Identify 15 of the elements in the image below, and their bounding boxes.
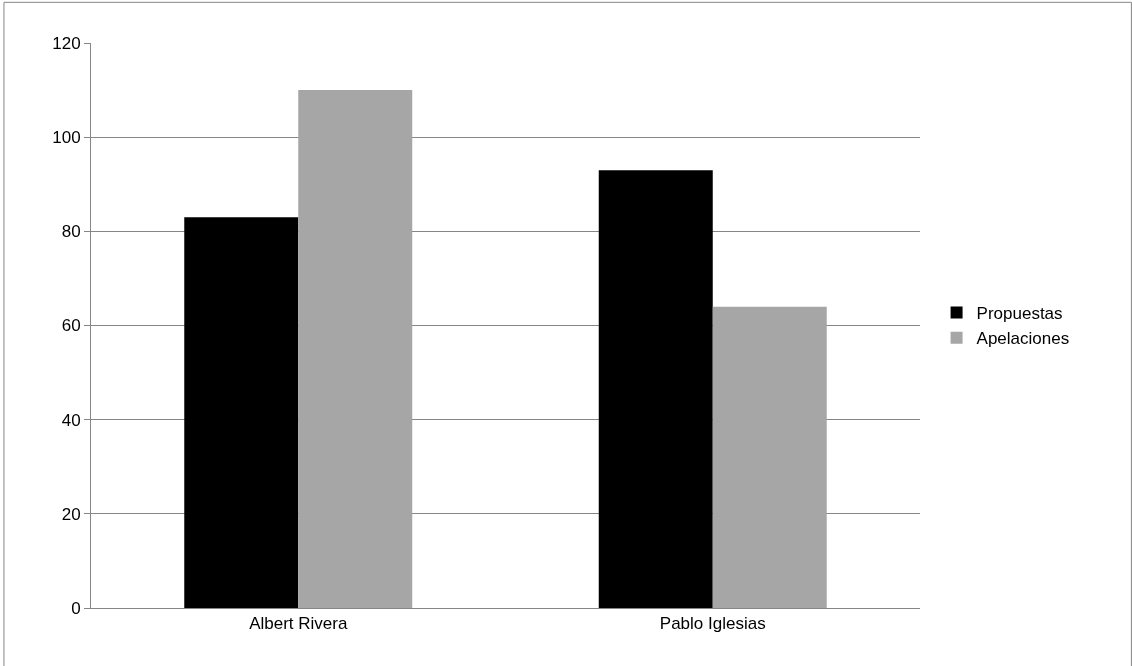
y-tick-label: 80 <box>61 222 81 242</box>
y-tick-label: 60 <box>61 316 81 336</box>
y-tick-label: 20 <box>61 504 81 524</box>
legend-label: Propuestas <box>976 304 1063 324</box>
y-tick-label: 0 <box>71 598 81 618</box>
x-tick-label: Albert Rivera <box>249 614 348 634</box>
bar <box>598 170 713 608</box>
y-tick-label: 40 <box>61 410 81 430</box>
bar <box>712 306 827 608</box>
legend-label: Apelaciones <box>976 329 1070 349</box>
bar <box>184 217 299 608</box>
x-tick-label: Pablo Iglesias <box>659 614 766 634</box>
y-tick-label: 120 <box>52 33 81 53</box>
y-tick-label: 100 <box>52 128 81 148</box>
bar <box>298 90 413 608</box>
